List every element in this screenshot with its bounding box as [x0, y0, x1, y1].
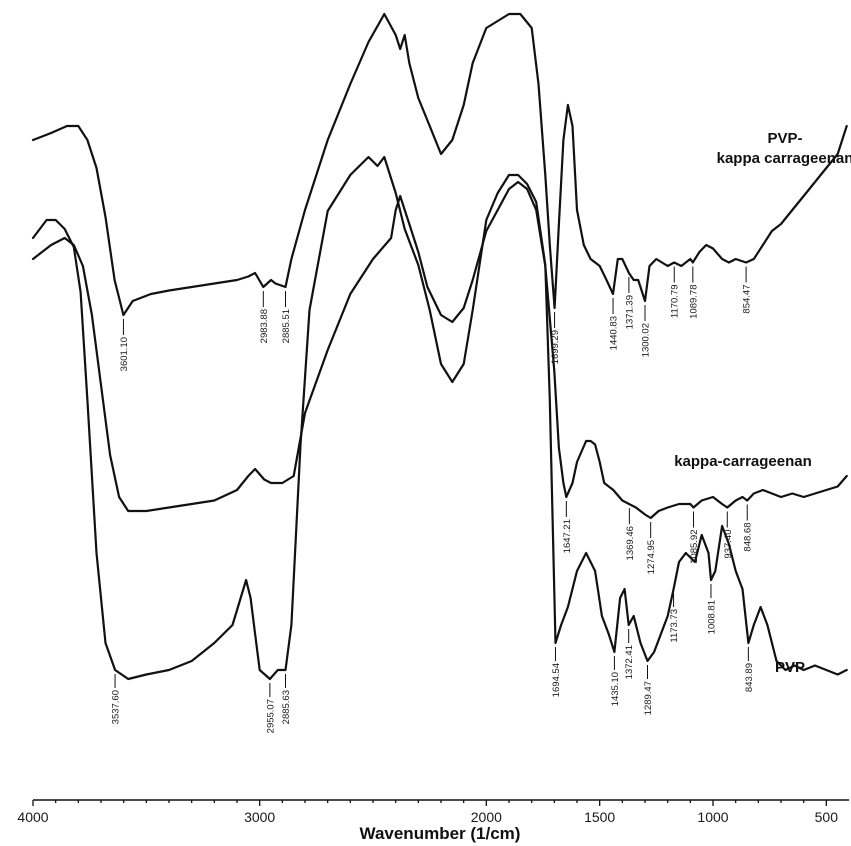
- series-labels-group: PVP-kappa carrageenan kappa-carrageenan PV…: [674, 130, 851, 676]
- spectrum-line-0: [31, 12, 848, 317]
- x-tick-label-2: 2000: [471, 809, 502, 825]
- x-tick-label-0: 4000: [17, 809, 48, 825]
- peak-label-2-7: 1173.73: [669, 609, 680, 643]
- peak-label-0-8: 1089.78: [688, 285, 699, 319]
- spectrum-line-2: [31, 155, 848, 681]
- peak-label-1-5: 848.68: [743, 523, 754, 552]
- peak-label-0-5: 1371.39: [624, 295, 635, 329]
- series-label-0-1: kappa carrageenan: [717, 150, 851, 167]
- spectrum-line-1: [31, 180, 848, 520]
- peak-label-0-2: 2885.51: [281, 309, 292, 343]
- peak-label-2-1: 2955.07: [265, 699, 276, 733]
- peak-label-1-4: 937.40: [723, 530, 734, 559]
- peak-markers-group: 3601.10 2983.88 2885.51 1699.29 1440.83 1371.…: [111, 266, 755, 733]
- peak-label-2-3: 1694.54: [551, 663, 562, 697]
- peak-label-0-6: 1300.02: [641, 323, 652, 357]
- peak-label-1-1: 1369.46: [625, 526, 636, 560]
- peak-label-0-0: 3601.10: [119, 337, 130, 371]
- series-label-2-0: PVP: [775, 659, 805, 676]
- peak-label-2-8: 1008.81: [706, 600, 717, 634]
- peak-label-1-0: 1647.21: [562, 519, 573, 553]
- series-label-1-0: kappa-carrageenan: [674, 453, 812, 470]
- x-tick-label-5: 500: [815, 809, 839, 825]
- x-axis-title: Wavenumber (1/cm): [360, 824, 521, 843]
- x-tick-label-4: 1000: [697, 809, 728, 825]
- x-tick-label-1: 3000: [244, 809, 275, 825]
- x-ticks-group: 4000 3000 2000 1500 1000 500: [17, 800, 838, 825]
- peak-label-0-7: 1170.79: [670, 285, 681, 319]
- spectra-group: [31, 12, 848, 681]
- peak-label-0-1: 2983.88: [259, 309, 270, 343]
- peak-label-0-9: 854.47: [742, 285, 753, 314]
- peak-label-1-3: 1085.92: [689, 530, 700, 564]
- peak-label-2-9: 843.89: [744, 663, 755, 692]
- series-label-0-0: PVP-: [767, 130, 802, 147]
- peak-label-2-6: 1289.47: [643, 681, 654, 715]
- x-tick-label-3: 1500: [584, 809, 615, 825]
- peak-label-0-4: 1440.83: [609, 316, 620, 350]
- peak-label-2-5: 1372.41: [624, 645, 635, 679]
- peak-label-2-0: 3537.60: [111, 690, 122, 724]
- peak-label-2-4: 1435.10: [610, 672, 621, 706]
- peak-label-2-2: 2885.63: [281, 690, 292, 724]
- peak-label-0-3: 1699.29: [550, 330, 561, 364]
- peak-label-1-2: 1274.95: [646, 540, 657, 574]
